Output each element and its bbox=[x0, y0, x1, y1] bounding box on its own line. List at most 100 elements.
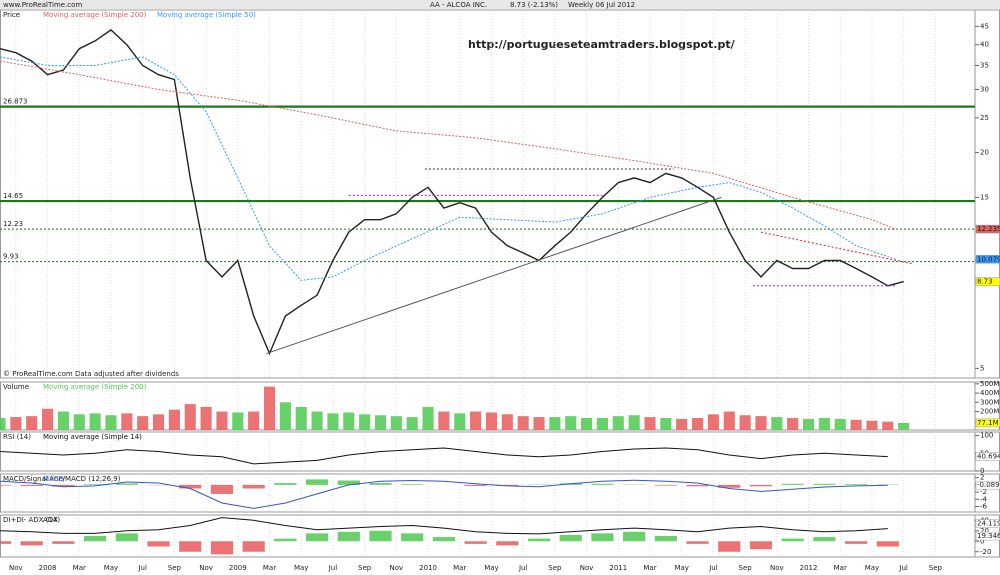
series-line bbox=[0, 479, 888, 509]
panel-title: MACD/Signal line/MACD (12,26,9) bbox=[3, 475, 121, 483]
x-tick-label: Nov bbox=[580, 564, 594, 572]
bar bbox=[686, 484, 709, 487]
y-tick-label: 500M bbox=[980, 380, 999, 388]
x-tick-label: Jul bbox=[137, 564, 147, 572]
bar bbox=[242, 541, 265, 552]
readout-box bbox=[975, 452, 1000, 461]
bar bbox=[549, 417, 561, 430]
legend-entry: Moving average (Simple 200) bbox=[43, 383, 147, 391]
bar bbox=[248, 411, 260, 430]
bar bbox=[676, 418, 688, 430]
note: © ProRealTime.com Data adjusted after di… bbox=[3, 370, 179, 378]
bar bbox=[401, 533, 424, 542]
bar bbox=[623, 531, 646, 542]
bar bbox=[660, 418, 672, 430]
readout-box bbox=[975, 224, 1000, 234]
bar bbox=[432, 537, 455, 542]
bar bbox=[707, 414, 719, 430]
bar bbox=[0, 418, 6, 430]
bar bbox=[464, 484, 487, 486]
bar bbox=[263, 386, 276, 430]
panel-title: Price bbox=[3, 11, 20, 19]
bar bbox=[850, 419, 862, 430]
bar bbox=[84, 536, 107, 542]
x-tick-label: Sep bbox=[929, 564, 943, 572]
bar bbox=[279, 402, 291, 430]
x-tick-label: Jul bbox=[328, 564, 338, 572]
readout: 77.1M bbox=[977, 419, 999, 427]
bar bbox=[369, 530, 392, 542]
bar bbox=[813, 483, 836, 485]
bar bbox=[628, 415, 640, 430]
panel-title: DI+DI- ADX (14) bbox=[3, 516, 60, 524]
readout-box bbox=[975, 480, 1000, 490]
bar bbox=[337, 480, 360, 485]
symbol: AA - ALCOA INC. bbox=[430, 1, 487, 9]
x-tick-label: Jul bbox=[518, 564, 528, 572]
bar bbox=[755, 416, 767, 430]
legend-entry: Moving average (Simple 50) bbox=[157, 11, 256, 19]
series-line bbox=[0, 29, 904, 356]
bar bbox=[787, 418, 799, 430]
x-tick-label: Nov bbox=[9, 564, 23, 572]
readout: 10.079 bbox=[977, 255, 1000, 263]
x-tick-label: Sep bbox=[548, 564, 562, 572]
bar bbox=[596, 418, 608, 430]
bar bbox=[10, 417, 22, 430]
bar bbox=[26, 416, 38, 430]
bar bbox=[179, 484, 202, 489]
x-tick-label: Nov bbox=[770, 564, 784, 572]
trendline bbox=[760, 231, 912, 265]
bar bbox=[295, 406, 307, 430]
bar bbox=[274, 483, 297, 485]
bar bbox=[749, 541, 773, 550]
bar bbox=[718, 541, 741, 552]
x-tick-label: Mar bbox=[73, 564, 86, 572]
x-tick-label: 2012 bbox=[800, 564, 818, 572]
x-tick-label: Mar bbox=[834, 564, 847, 572]
bar bbox=[152, 414, 165, 430]
x-tick-label: Jul bbox=[708, 564, 718, 572]
legend-entry: ADX bbox=[43, 516, 58, 524]
bar bbox=[115, 483, 138, 485]
y-tick-label: 0 bbox=[980, 467, 984, 475]
panel bbox=[0, 473, 1000, 513]
bar bbox=[343, 412, 355, 430]
bar bbox=[898, 422, 910, 430]
readout: 8.73 bbox=[977, 278, 993, 286]
bar bbox=[216, 411, 228, 430]
y-tick-label: 35 bbox=[980, 62, 989, 70]
bar bbox=[89, 413, 101, 430]
bar bbox=[654, 484, 677, 486]
bar bbox=[496, 484, 519, 486]
y-tick-label: -20 bbox=[980, 548, 991, 556]
bar bbox=[591, 483, 614, 485]
bar bbox=[845, 484, 868, 485]
readout: 19.346 bbox=[977, 532, 1000, 540]
bar bbox=[644, 417, 656, 430]
x-tick-label: Sep bbox=[739, 564, 753, 572]
bar bbox=[559, 534, 582, 542]
y-tick-label: 100 bbox=[980, 432, 993, 440]
bar bbox=[311, 411, 323, 430]
annotation: http://portugueseteamtraders.blogspot.pt… bbox=[468, 38, 736, 51]
bar bbox=[210, 484, 234, 494]
y-tick-label: 0 bbox=[980, 537, 984, 545]
bar bbox=[52, 484, 75, 487]
x-tick-label: Jul bbox=[898, 564, 908, 572]
bar bbox=[184, 404, 196, 430]
bar bbox=[454, 413, 466, 430]
bar bbox=[305, 479, 329, 485]
bar bbox=[876, 541, 899, 547]
bar bbox=[359, 414, 371, 430]
x-tick-label: 2008 bbox=[39, 564, 57, 572]
x-tick-label: Sep bbox=[168, 564, 182, 572]
bar bbox=[0, 484, 12, 486]
panel bbox=[0, 9, 1000, 379]
x-tick-label: 2009 bbox=[229, 564, 247, 572]
bar bbox=[84, 484, 107, 485]
y-tick-label: -4 bbox=[980, 495, 988, 503]
bar bbox=[274, 538, 297, 542]
x-tick-label: May bbox=[865, 564, 879, 572]
